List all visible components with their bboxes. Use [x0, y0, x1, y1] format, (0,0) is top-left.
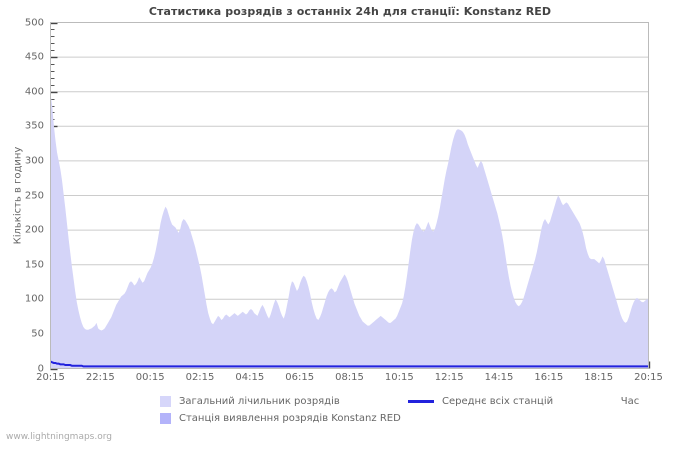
y-tick-label: 200 [24, 224, 44, 236]
x-tick-label: 08:15 [335, 372, 364, 383]
legend-swatch-average-line-icon [408, 399, 434, 403]
y-tick-label: 500 [24, 17, 44, 28]
y-tick-label: 450 [24, 51, 44, 63]
chart-title: Статистика розрядів з останніх 24h для с… [148, 5, 552, 18]
legend-label-total-counter: Загальний лічильник розрядів [179, 395, 340, 407]
legend-item-total-counter[interactable]: Загальний лічильник розрядів [160, 393, 340, 409]
x-tick-label: 18:15 [584, 372, 614, 383]
watermark: www.lightningmaps.org [6, 432, 112, 442]
x-tick-label: 14:15 [484, 372, 514, 383]
legend-item-average[interactable]: Середнє всіх станцій [408, 393, 553, 409]
x-tick-label: 20:15 [36, 372, 65, 383]
y-tick-label: 50 [31, 328, 44, 340]
y-tick-label: 250 [24, 190, 44, 201]
y-tick-label: 100 [24, 293, 44, 305]
x-tick-label: 00:15 [135, 372, 165, 383]
x-tick-label: 04:15 [235, 372, 265, 383]
y-tick-label: 350 [24, 120, 44, 132]
x-tick-label: 02:15 [185, 372, 215, 383]
x-tick-label: 06:15 [285, 372, 315, 383]
x-axis-label: Час [620, 396, 640, 407]
x-tick-label: 22:15 [85, 372, 115, 383]
y-tick-label: 150 [24, 259, 44, 271]
chart-legend: Загальний лічильник розрядів Станція вия… [0, 393, 700, 427]
legend-label-station: Станція виявлення розрядів Konstanz RED [179, 412, 401, 424]
legend-item-station[interactable]: Станція виявлення розрядів Konstanz RED [160, 410, 401, 426]
x-tick-label: 16:15 [534, 372, 564, 383]
y-tick-label: 400 [24, 86, 44, 98]
x-tick-label: 10:15 [384, 372, 414, 383]
y-tick-label: 300 [24, 155, 44, 167]
x-tick-label: 12:15 [434, 372, 464, 383]
plot-frame [50, 22, 649, 369]
legend-label-average: Середнє всіх станцій [442, 395, 554, 407]
series-line-average-all-stations [50, 360, 649, 368]
y-tick-label: 0 [37, 363, 44, 374]
series-area-total-counter [50, 93, 649, 369]
legend-swatch-total-icon [160, 395, 171, 407]
x-tick-label: 20:15 [634, 372, 663, 383]
legend-swatch-station-icon [160, 412, 171, 424]
